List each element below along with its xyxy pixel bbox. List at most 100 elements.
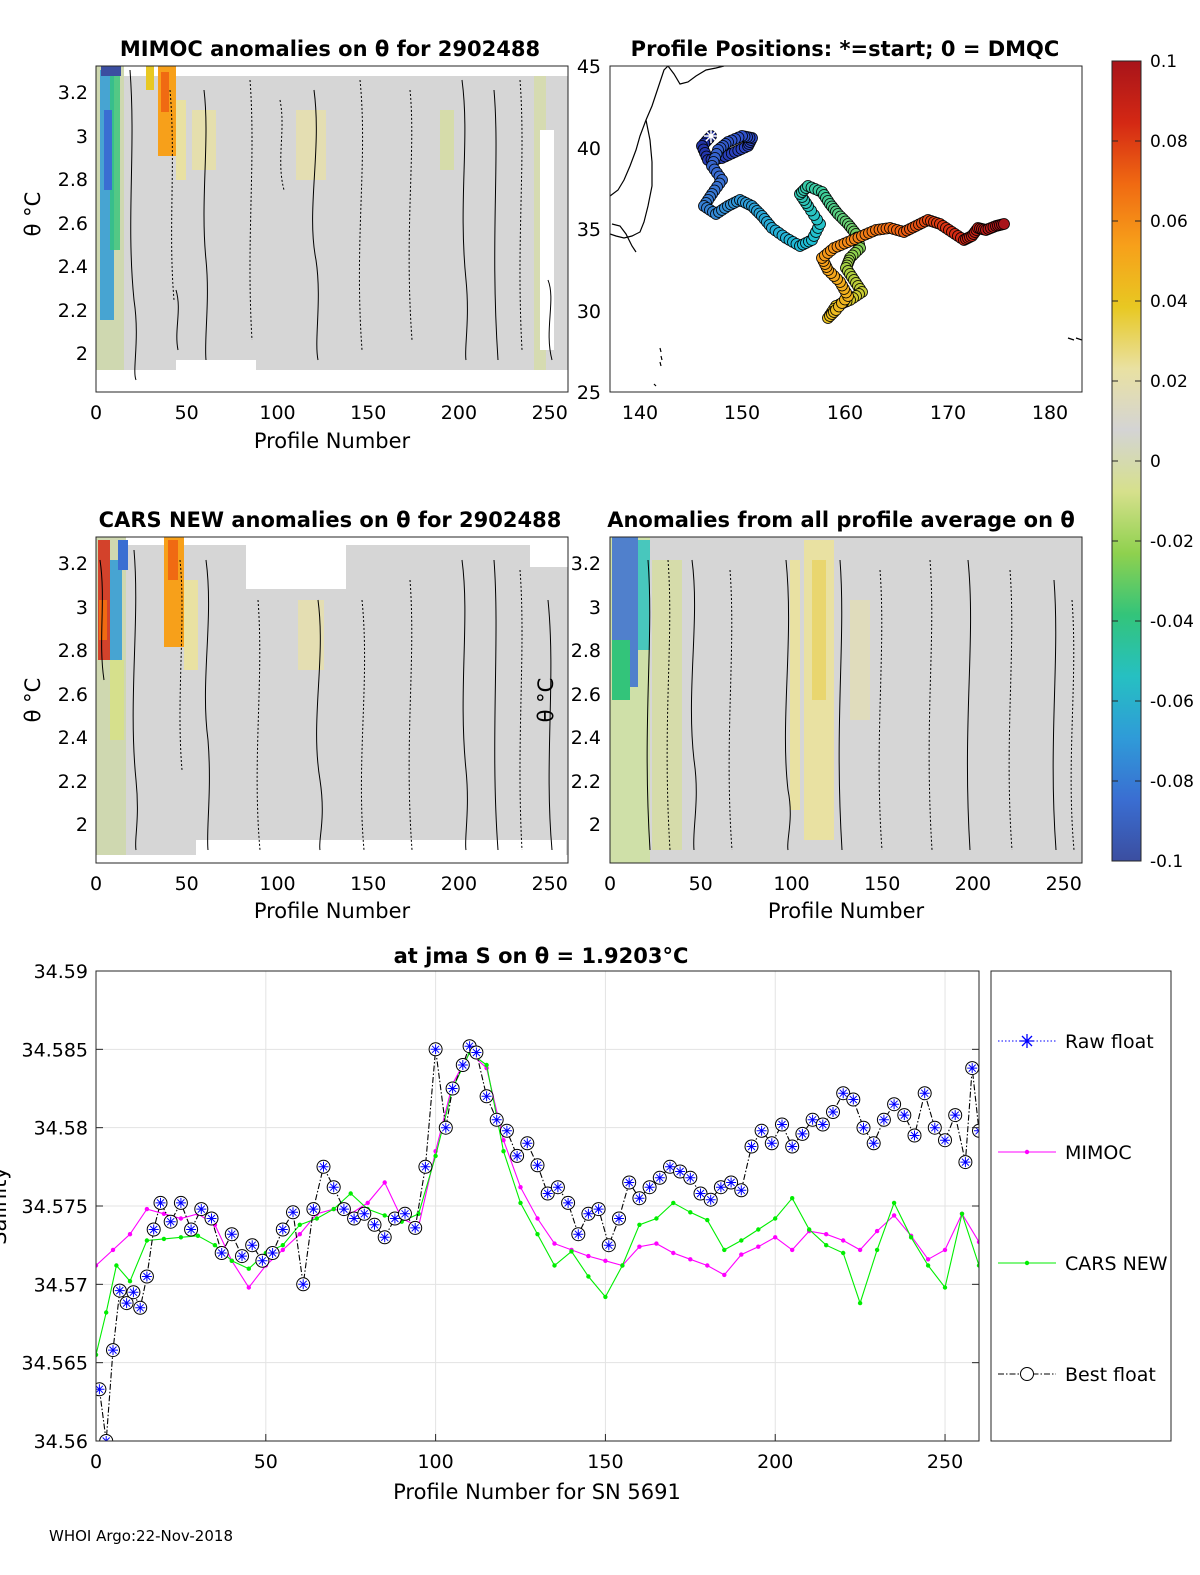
best-float-point xyxy=(826,1105,840,1119)
cars-new-point xyxy=(925,1263,931,1268)
legend-label: Raw float xyxy=(1065,1031,1154,1053)
mimoc-point xyxy=(942,1247,948,1253)
mimoc-point xyxy=(824,1232,829,1237)
y-tick-label: 34.575 xyxy=(22,1196,88,1218)
mimoc-point xyxy=(552,1241,557,1246)
cars-xtick: 250 xyxy=(532,873,568,895)
cars-new-point xyxy=(96,1352,99,1357)
best-float-point xyxy=(663,1159,677,1174)
map-panel: Profile Positions: *=start; 0 = DMQC 140… xyxy=(577,37,1083,424)
avg-xticks: 0 50 100 150 200 250 xyxy=(604,873,1082,895)
salinity-chart: at jma S on θ = 1.9203°C 0 50 100 150 200 250… xyxy=(0,944,1172,1504)
cars-new-point xyxy=(229,1258,234,1264)
colorbar-tick-label: 0.08 xyxy=(1150,132,1188,152)
avg-ylabel: θ °C xyxy=(534,678,558,723)
best-float-point xyxy=(153,1195,168,1210)
best-float-point xyxy=(112,1283,127,1298)
mimoc-point xyxy=(773,1235,778,1240)
cars-new-point xyxy=(280,1243,285,1248)
mimoc-point xyxy=(365,1200,370,1206)
mimoc-title: MIMOC anomalies on θ for 2902488 xyxy=(120,37,540,61)
avg-ytick: 3 xyxy=(589,597,601,619)
map-xtick: 160 xyxy=(827,402,863,424)
cars-new-point xyxy=(942,1285,948,1290)
y-tick-label: 34.585 xyxy=(22,1039,88,1061)
cars-new-point xyxy=(807,1227,812,1232)
cars-new-point xyxy=(195,1233,201,1239)
map-xtick: 180 xyxy=(1032,402,1068,424)
legend-label: CARS NEW xyxy=(1065,1253,1168,1275)
best-float-point xyxy=(927,1120,942,1135)
mimoc-ytick: 3.2 xyxy=(58,82,88,104)
best-float-point xyxy=(126,1285,141,1300)
best-float-point xyxy=(377,1230,392,1245)
best-float-point xyxy=(520,1136,535,1151)
mimoc-xlabel: Profile Number xyxy=(254,429,411,453)
best-float-point xyxy=(683,1170,698,1185)
y-tick-label: 34.57 xyxy=(34,1274,88,1296)
colorbar-tick-label: -0.08 xyxy=(1150,772,1194,792)
y-tick-label: 34.56 xyxy=(34,1431,88,1453)
mimoc-point xyxy=(161,1211,167,1217)
cars-new-point xyxy=(161,1236,167,1242)
avg-xlabel: Profile Number xyxy=(768,899,925,923)
cars-new-point xyxy=(535,1232,540,1237)
best-float-point xyxy=(245,1238,260,1253)
best-float-point xyxy=(194,1202,209,1217)
mimoc-point xyxy=(688,1257,693,1262)
map-ytick: 35 xyxy=(577,219,601,241)
colorbar-ticks: 0.1 0.08 0.06 0.04 0.02 0 -0.02 -0.04 -0.06 -0.08… xyxy=(1112,52,1194,872)
map-xticks: 140 150 160 170 180 xyxy=(622,402,1068,424)
best-float-point xyxy=(724,1175,739,1190)
avg-panel: Anomalies from all profile average on θ xyxy=(534,508,1083,923)
avg-title: Anomalies from all profile average on θ xyxy=(607,508,1075,532)
best-float-point xyxy=(347,1211,362,1226)
x-tick-label: 0 xyxy=(90,1451,102,1473)
best-float-point xyxy=(581,1206,596,1221)
cars-new-point xyxy=(976,1263,979,1268)
best-float-point xyxy=(775,1117,789,1132)
cars-new-point xyxy=(144,1238,150,1243)
best-float-point xyxy=(398,1206,412,1221)
cars-new-point xyxy=(841,1250,846,1256)
cars-title: CARS NEW anomalies on θ for 2902488 xyxy=(99,508,562,532)
mimoc-point xyxy=(671,1250,676,1256)
cars-xlabel: Profile Number xyxy=(254,899,411,923)
best-float-point xyxy=(173,1195,188,1210)
best-float-point xyxy=(612,1211,626,1226)
cars-ytick: 2.4 xyxy=(58,727,88,749)
cars-new-point xyxy=(569,1249,574,1254)
best-float-point xyxy=(255,1253,270,1268)
cars-ytick: 2.8 xyxy=(58,640,88,662)
best-float-point xyxy=(693,1186,708,1201)
colorbar-tick-label: 0.02 xyxy=(1150,372,1188,392)
cars-new-point xyxy=(178,1235,184,1240)
best-float-point xyxy=(734,1183,749,1198)
best-float-point xyxy=(408,1220,423,1235)
best-float-point xyxy=(540,1186,555,1201)
best-float-point xyxy=(224,1227,239,1242)
mimoc-point xyxy=(535,1216,540,1221)
cars-heatmap xyxy=(96,537,568,863)
best-float-point xyxy=(876,1112,891,1127)
cars-new-point xyxy=(104,1310,109,1315)
best-float-point xyxy=(133,1300,148,1315)
cars-ytick: 2.6 xyxy=(58,684,88,706)
avg-ytick: 2.6 xyxy=(571,684,601,706)
best-float-point xyxy=(948,1108,963,1123)
avg-ytick: 2.4 xyxy=(571,727,601,749)
cars-new-point xyxy=(790,1196,795,1201)
best-float-point xyxy=(632,1191,647,1206)
best-float-point xyxy=(866,1136,881,1151)
map-track xyxy=(696,130,1010,324)
colorbar: 0.1 0.08 0.06 0.04 0.02 0 -0.02 -0.04 -0.06 -0.08… xyxy=(1111,52,1194,872)
profile-position-marker xyxy=(998,218,1010,230)
legend-raw-float: Raw float xyxy=(998,1031,1154,1053)
mimoc-point xyxy=(739,1252,744,1257)
mimoc-xtick: 50 xyxy=(175,402,199,424)
cars-new-point xyxy=(552,1263,557,1268)
map-ytick: 25 xyxy=(577,382,601,404)
mimoc-xtick: 0 xyxy=(90,402,102,424)
avg-xtick: 250 xyxy=(1046,873,1082,895)
avg-xtick: 200 xyxy=(955,873,991,895)
